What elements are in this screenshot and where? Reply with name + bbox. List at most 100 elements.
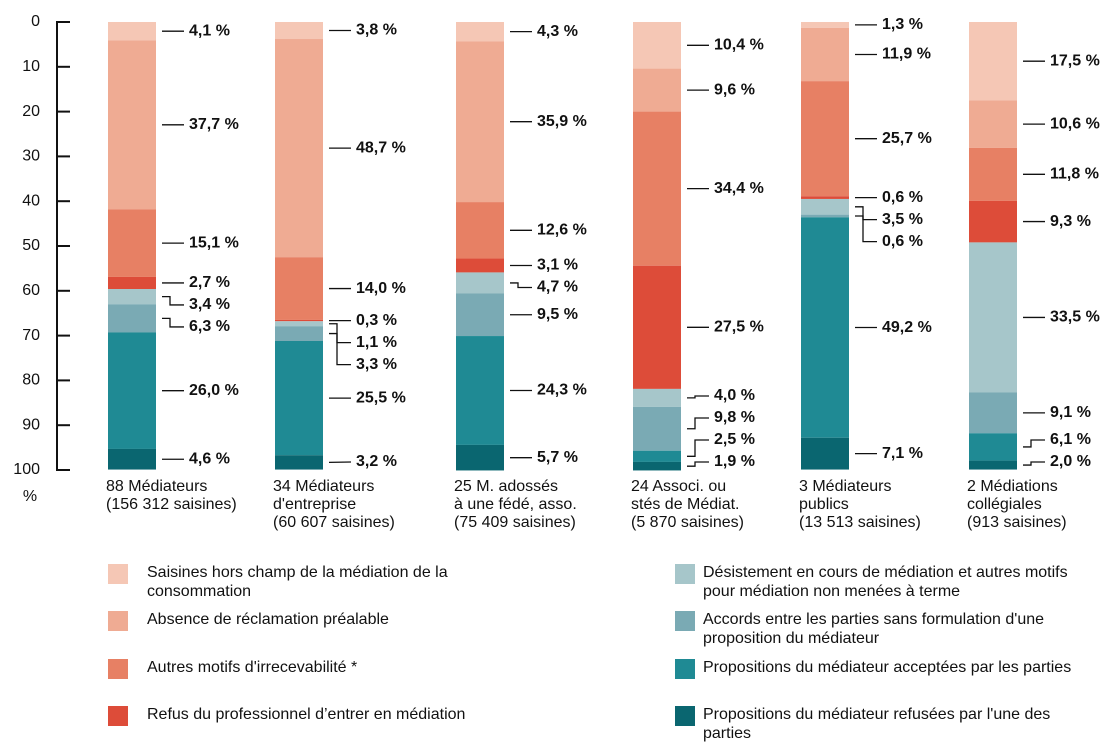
legend-item: Accords entre les parties sans formulati…: [675, 610, 1083, 648]
bar-segment: [969, 148, 1017, 201]
legend-swatch: [675, 706, 695, 726]
legend-item: Désistement en cours de médiation et aut…: [675, 563, 1083, 601]
bar-segment: [633, 389, 681, 407]
leader-line: [687, 418, 709, 429]
value-label: 3,4 %: [189, 296, 230, 313]
y-tick-label: 80: [22, 372, 40, 389]
value-label: 3,3 %: [356, 356, 397, 373]
legend-item: Propositions du médiateur refusées par l…: [675, 705, 1083, 743]
legend-swatch: [108, 659, 128, 679]
bar-segment: [969, 392, 1017, 433]
bar-segment: [456, 336, 504, 445]
leader-line: [162, 318, 184, 327]
leader-line: [687, 396, 709, 398]
bar-segment: [275, 257, 323, 320]
value-label: 11,8 %: [1050, 166, 1099, 183]
value-label: 7,1 %: [882, 445, 923, 462]
legend-swatch: [675, 564, 695, 584]
value-label: 15,1 %: [189, 234, 239, 251]
value-label: 35,9 %: [537, 113, 587, 130]
bar-segment: [633, 266, 681, 389]
bar-segment: [108, 289, 156, 304]
leader-line: [687, 440, 709, 456]
bar-segment: [633, 407, 681, 451]
leader-line: [1023, 440, 1045, 447]
legend-item: Refus du professionnel d’entrer en média…: [108, 705, 517, 726]
value-label: 17,5 %: [1050, 52, 1100, 69]
y-tick-label: 20: [22, 103, 40, 120]
value-label: 1,3 %: [882, 16, 923, 33]
legend-label: Désistement en cours de médiation et aut…: [703, 563, 1083, 601]
legend-label: Saisines hors champ de la médiation de l…: [147, 563, 517, 601]
bar-segment: [108, 304, 156, 332]
leader-line: [510, 283, 532, 288]
legend-swatch: [675, 611, 695, 631]
bar-segment: [275, 320, 323, 321]
bar-segment: [456, 293, 504, 336]
bar-segment: [108, 449, 156, 470]
value-label: 49,2 %: [882, 319, 932, 336]
value-label: 1,1 %: [356, 334, 397, 351]
bar-segment: [275, 39, 323, 257]
value-label: 2,0 %: [1050, 453, 1091, 470]
y-tick-label: 60: [22, 282, 40, 299]
leader-line: [855, 207, 877, 220]
value-label: 27,5 %: [714, 319, 764, 336]
value-label: 33,5 %: [1050, 309, 1100, 326]
legend-label: Accords entre les parties sans formulati…: [703, 610, 1083, 648]
value-label: 4,3 %: [537, 23, 578, 40]
value-label: 6,1 %: [1050, 431, 1091, 448]
bar-segment: [801, 81, 849, 196]
value-label: 9,3 %: [1050, 213, 1091, 230]
leader-line: [687, 462, 709, 466]
value-label: 2,7 %: [189, 274, 230, 291]
bar-segment: [801, 28, 849, 81]
value-label: 5,7 %: [537, 449, 578, 466]
x-tick-label: 34 Médiateurs d'entreprise (60 607 saisi…: [273, 478, 395, 532]
value-label: 4,1 %: [189, 22, 230, 39]
bar-segment: [801, 215, 849, 218]
bar-segment: [456, 202, 504, 258]
bar-segment: [108, 332, 156, 448]
value-label: 6,3 %: [189, 318, 230, 335]
legend-item: Autres motifs d'irrecevabilité *: [108, 658, 517, 679]
bar-segment: [456, 259, 504, 273]
legend-swatch: [108, 706, 128, 726]
legend-swatch: [108, 564, 128, 584]
bar-segment: [456, 272, 504, 293]
bar-segment: [633, 22, 681, 69]
legend-item: Propositions du médiateur acceptées par …: [675, 658, 1083, 679]
bar-segment: [108, 209, 156, 277]
y-tick-label: 0: [31, 13, 40, 30]
bar-segment: [633, 69, 681, 112]
legend-item: Absence de réclamation préalable: [108, 610, 517, 631]
bar-segment: [456, 445, 504, 471]
value-label: 4,0 %: [714, 387, 755, 404]
value-label: 10,4 %: [714, 37, 764, 54]
bar-segment: [275, 341, 323, 455]
value-label: 9,8 %: [714, 409, 755, 426]
value-label: 25,7 %: [882, 130, 932, 147]
y-tick-label: 30: [22, 148, 40, 165]
value-label: 48,7 %: [356, 139, 406, 156]
bar-segment: [275, 455, 323, 469]
y-axis-label: %: [23, 488, 37, 505]
value-label: 0,3 %: [356, 312, 397, 329]
bar-segment: [456, 22, 504, 41]
bar-segment: [633, 112, 681, 266]
legend-swatch: [108, 611, 128, 631]
legend-label: Refus du professionnel d’entrer en média…: [147, 705, 517, 724]
value-label: 4,6 %: [189, 450, 230, 467]
legend-item: Saisines hors champ de la médiation de l…: [108, 563, 517, 601]
value-label: 3,1 %: [537, 257, 578, 274]
value-label: 37,7 %: [189, 116, 239, 133]
bar-segment: [969, 22, 1017, 100]
bar-segment: [969, 242, 1017, 392]
x-tick-label: 3 Médiateurs publics (13 513 saisines): [799, 478, 921, 532]
bar-segment: [969, 461, 1017, 470]
value-label: 3,8 %: [356, 22, 397, 39]
value-label: 12,6 %: [537, 222, 587, 239]
value-label: 2,5 %: [714, 431, 755, 448]
value-label: 10,6 %: [1050, 115, 1100, 132]
